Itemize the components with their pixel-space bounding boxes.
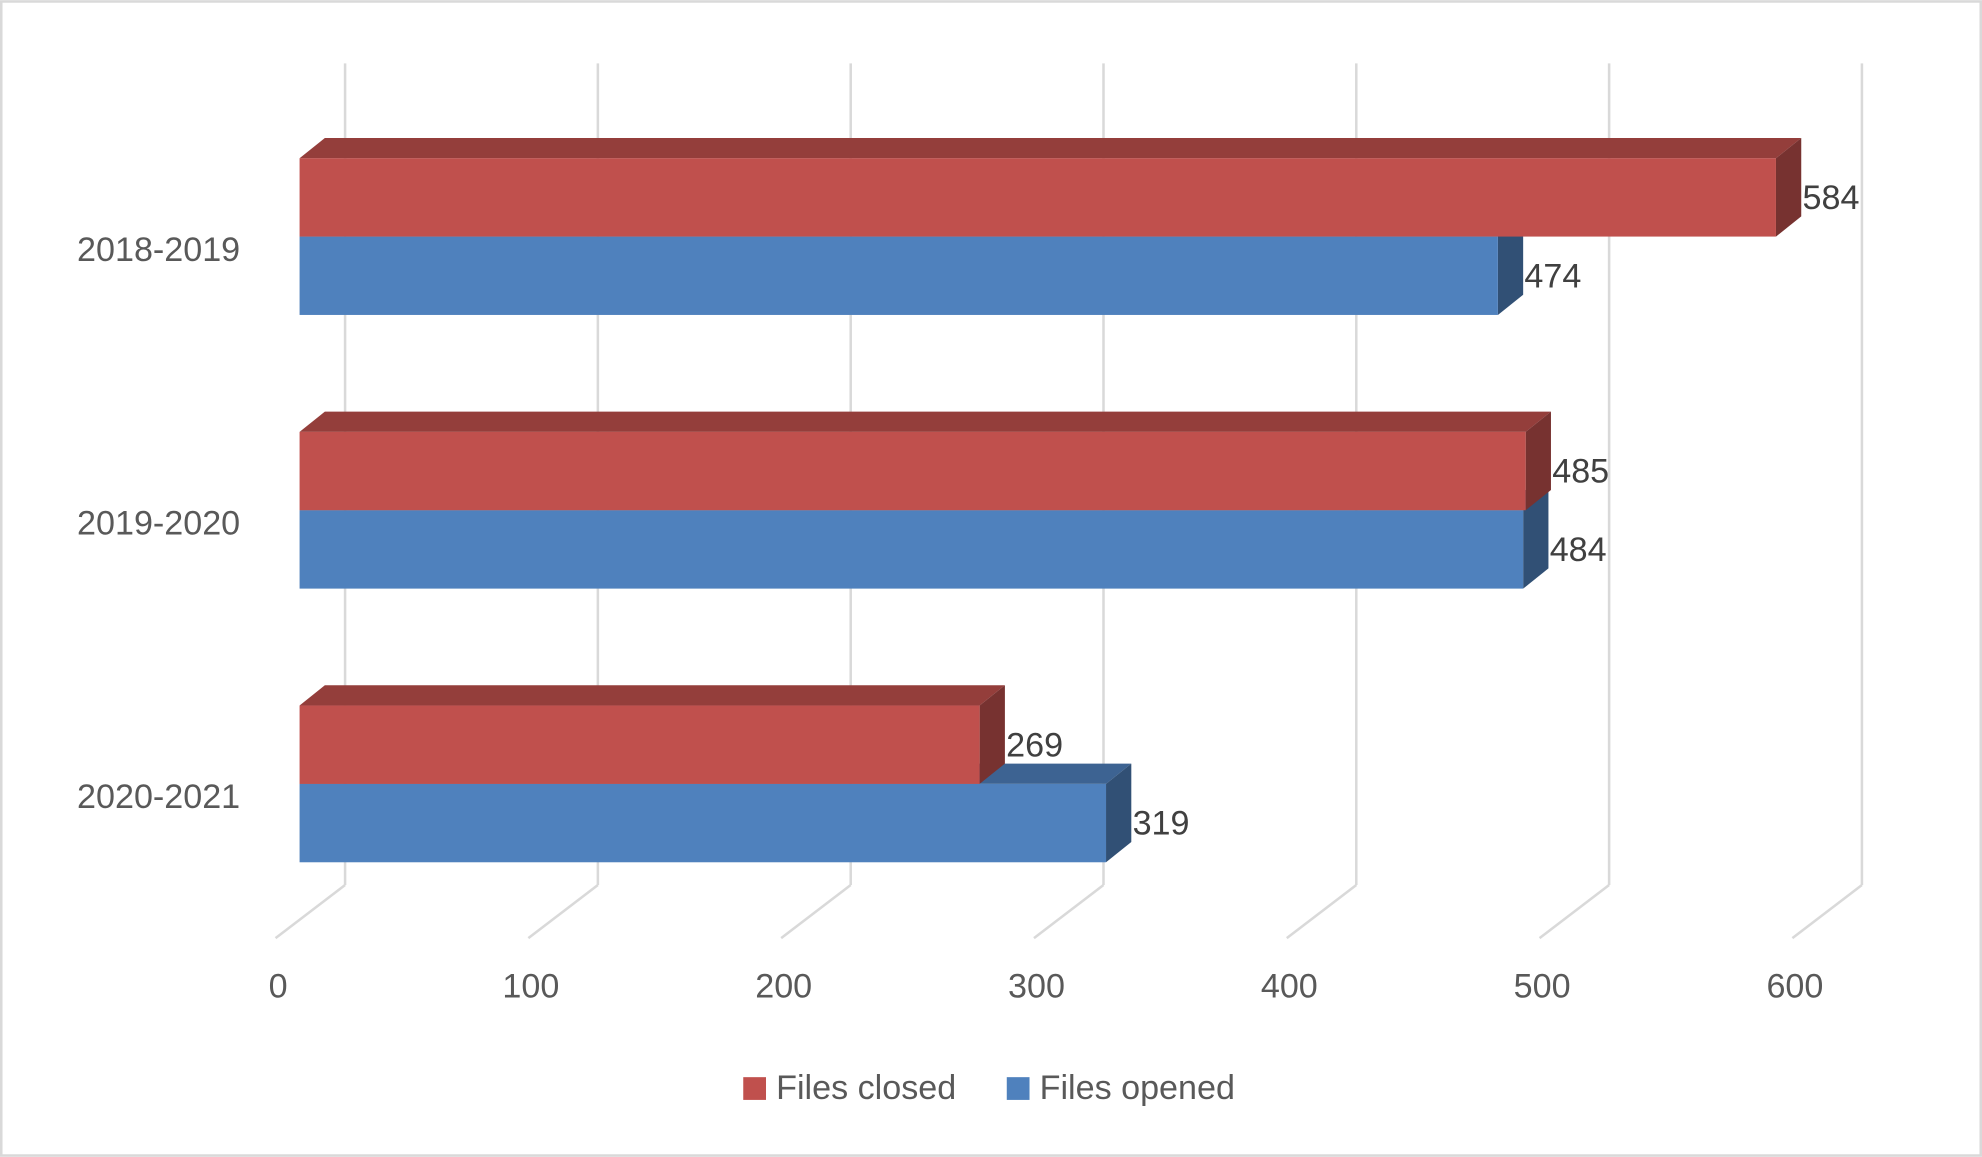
bar-front <box>299 705 980 784</box>
data-label: 485 <box>1552 453 1609 491</box>
bar-front <box>299 158 1776 237</box>
bar-side <box>1775 137 1802 237</box>
y-tick-label: 2018-2019 <box>77 231 240 269</box>
bar-front <box>299 510 1524 589</box>
floor-grid-line <box>1286 884 1358 940</box>
legend-label: Files opened <box>1040 1069 1235 1107</box>
bar <box>299 685 1005 784</box>
floor-grid-line <box>780 884 852 940</box>
x-tick-label: 100 <box>502 968 559 1006</box>
data-label: 484 <box>1550 531 1607 569</box>
x-tick-label: 400 <box>1261 968 1318 1006</box>
bar-top <box>299 137 1802 159</box>
data-label: 584 <box>1803 179 1860 217</box>
bar-side <box>1106 763 1132 863</box>
bar-side <box>1497 216 1524 315</box>
bar-front <box>299 236 1498 315</box>
bar-front <box>299 783 1107 863</box>
data-label: 319 <box>1133 805 1190 843</box>
floor-grid-line <box>1791 884 1863 940</box>
bar <box>299 411 1551 511</box>
y-tick-label: 2019-2020 <box>77 504 240 542</box>
floor-grid-line <box>274 884 346 940</box>
legend-swatch <box>743 1077 767 1100</box>
legend-swatch <box>1006 1077 1030 1100</box>
floor-grid-line <box>1538 884 1610 940</box>
floor-grid-line <box>527 884 599 940</box>
data-label: 474 <box>1524 257 1581 295</box>
bar-front <box>299 431 1526 511</box>
data-label: 269 <box>1006 726 1063 764</box>
bar <box>299 137 1802 237</box>
x-tick-label: 200 <box>755 968 812 1006</box>
bar-side <box>1523 490 1549 589</box>
legend-label: Files closed <box>776 1069 956 1107</box>
bar-side <box>1525 411 1551 511</box>
x-tick-label: 500 <box>1514 968 1571 1006</box>
bar-top <box>299 685 1005 706</box>
bar-side <box>979 685 1005 784</box>
x-tick-label: 300 <box>1008 968 1065 1006</box>
y-tick-label: 2020-2021 <box>77 778 240 816</box>
x-tick-label: 600 <box>1766 968 1823 1006</box>
floor-grid-line <box>1033 884 1105 940</box>
x-tick-label: 0 <box>269 968 288 1006</box>
bar-top <box>299 411 1551 432</box>
